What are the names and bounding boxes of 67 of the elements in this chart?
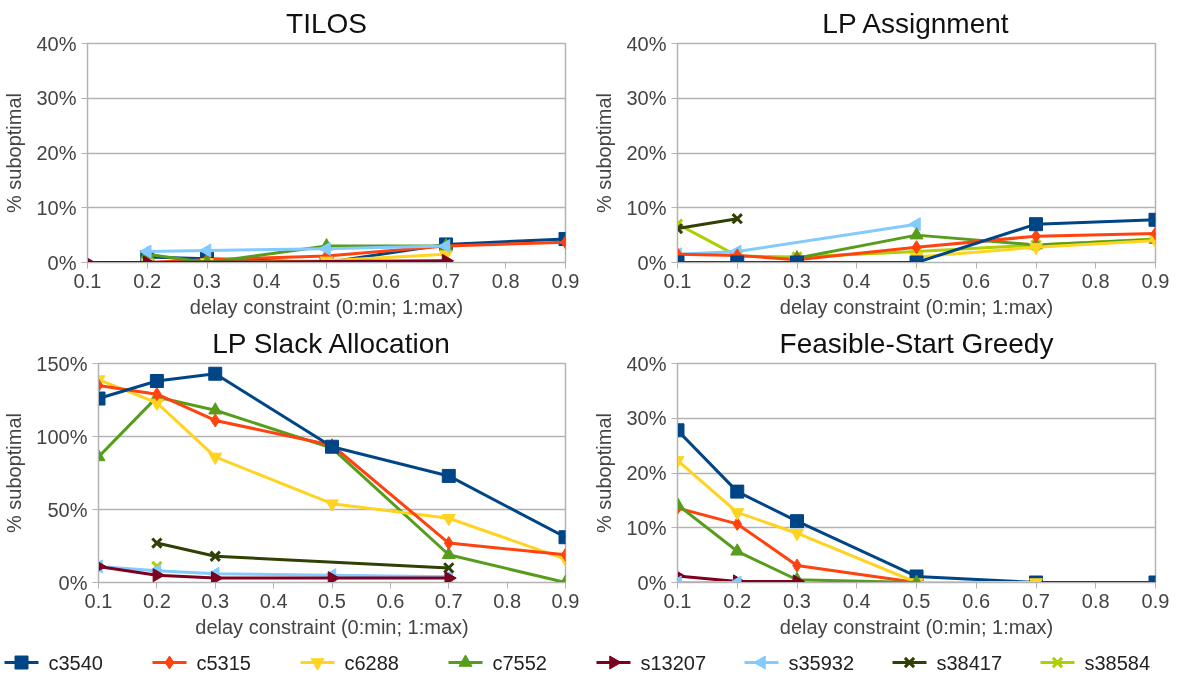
x-tick-label: 0.9 xyxy=(551,589,580,612)
x-tick-label: 0.4 xyxy=(842,589,871,612)
chart-title: LP Slack Allocation xyxy=(212,327,450,359)
y-axis-title: % suboptimal xyxy=(593,412,616,534)
x-tick-label: 0.6 xyxy=(372,269,401,292)
legend-label: s13207 xyxy=(640,651,707,674)
x-tick-label: 0.8 xyxy=(1081,589,1110,612)
x-tick-label: 0.6 xyxy=(376,589,405,612)
y-axis-title: % suboptimal xyxy=(3,412,26,534)
x-tick-label: 0.2 xyxy=(723,269,752,292)
y-tick-label: 10% xyxy=(626,196,667,219)
x-tick-label: 0.6 xyxy=(962,589,991,612)
chart-title: Feasible-Start Greedy xyxy=(779,327,1054,359)
legend-label: c6288 xyxy=(344,651,399,674)
y-tick-label: 20% xyxy=(36,142,77,164)
y-tick-label: 10% xyxy=(626,516,667,539)
x-axis-title: delay constraint (0:min; 1:max) xyxy=(195,615,469,638)
y-tick-label: 20% xyxy=(626,462,667,484)
legend-label: c5315 xyxy=(196,651,251,674)
x-tick-label: 0.7 xyxy=(432,269,460,292)
chart-title: TILOS xyxy=(286,7,367,39)
x-tick-label: 0.2 xyxy=(133,269,162,292)
x-tick-label: 0.8 xyxy=(493,589,522,612)
y-tick-label: 30% xyxy=(626,87,667,110)
legend-label: c7552 xyxy=(492,651,547,674)
x-tick-label: 0.5 xyxy=(902,589,931,612)
y-axis-title: % suboptimal xyxy=(593,92,616,214)
x-tick-label: 0.5 xyxy=(902,269,931,292)
x-tick-label: 0.2 xyxy=(723,589,752,612)
x-tick-label: 0.3 xyxy=(193,269,221,292)
x-tick-label: 0.5 xyxy=(312,269,341,292)
y-tick-label: 20% xyxy=(626,142,667,164)
x-tick-label: 0.4 xyxy=(259,589,288,612)
y-tick-label: 40% xyxy=(626,352,667,375)
chart-title: LP Assignment xyxy=(822,7,1009,39)
y-tick-label: 10% xyxy=(36,196,77,219)
x-tick-label: 0.4 xyxy=(252,269,281,292)
y-tick-label: 150% xyxy=(36,352,88,375)
y-tick-label: 100% xyxy=(36,425,88,448)
y-tick-label: 40% xyxy=(626,32,667,55)
x-tick-label: 0.4 xyxy=(842,269,871,292)
x-tick-label: 0.9 xyxy=(1141,589,1170,612)
x-tick-label: 0.8 xyxy=(1081,269,1110,292)
x-tick-label: 0.2 xyxy=(142,589,171,612)
y-tick-label: 30% xyxy=(36,87,77,110)
x-tick-label: 0.7 xyxy=(434,589,463,612)
x-tick-label: 0.6 xyxy=(962,269,991,292)
x-tick-label: 0.9 xyxy=(1141,269,1170,292)
x-tick-label: 0.3 xyxy=(201,589,230,612)
x-tick-label: 0.7 xyxy=(1022,589,1050,612)
legend-label: c3540 xyxy=(48,651,103,674)
x-tick-label: 0.3 xyxy=(783,269,811,292)
x-axis-title: delay constraint (0:min; 1:max) xyxy=(189,295,464,318)
x-tick-label: 0.9 xyxy=(551,269,580,292)
x-tick-label: 0.5 xyxy=(318,589,346,612)
x-tick-label: 0.8 xyxy=(491,269,520,292)
x-tick-label: 0.3 xyxy=(783,589,811,612)
x-tick-label: 0.7 xyxy=(1022,269,1050,292)
y-tick-label: 50% xyxy=(47,498,88,521)
x-axis-title: delay constraint (0:min; 1:max) xyxy=(779,615,1054,638)
x-axis-title: delay constraint (0:min; 1:max) xyxy=(779,295,1054,318)
y-axis-title: % suboptimal xyxy=(3,92,26,214)
y-tick-label: 30% xyxy=(626,407,667,430)
legend-label: s35932 xyxy=(788,651,855,674)
y-tick-label: 40% xyxy=(36,32,77,55)
legend-label: s38417 xyxy=(936,651,1003,674)
legend-label: s38584 xyxy=(1084,651,1151,674)
